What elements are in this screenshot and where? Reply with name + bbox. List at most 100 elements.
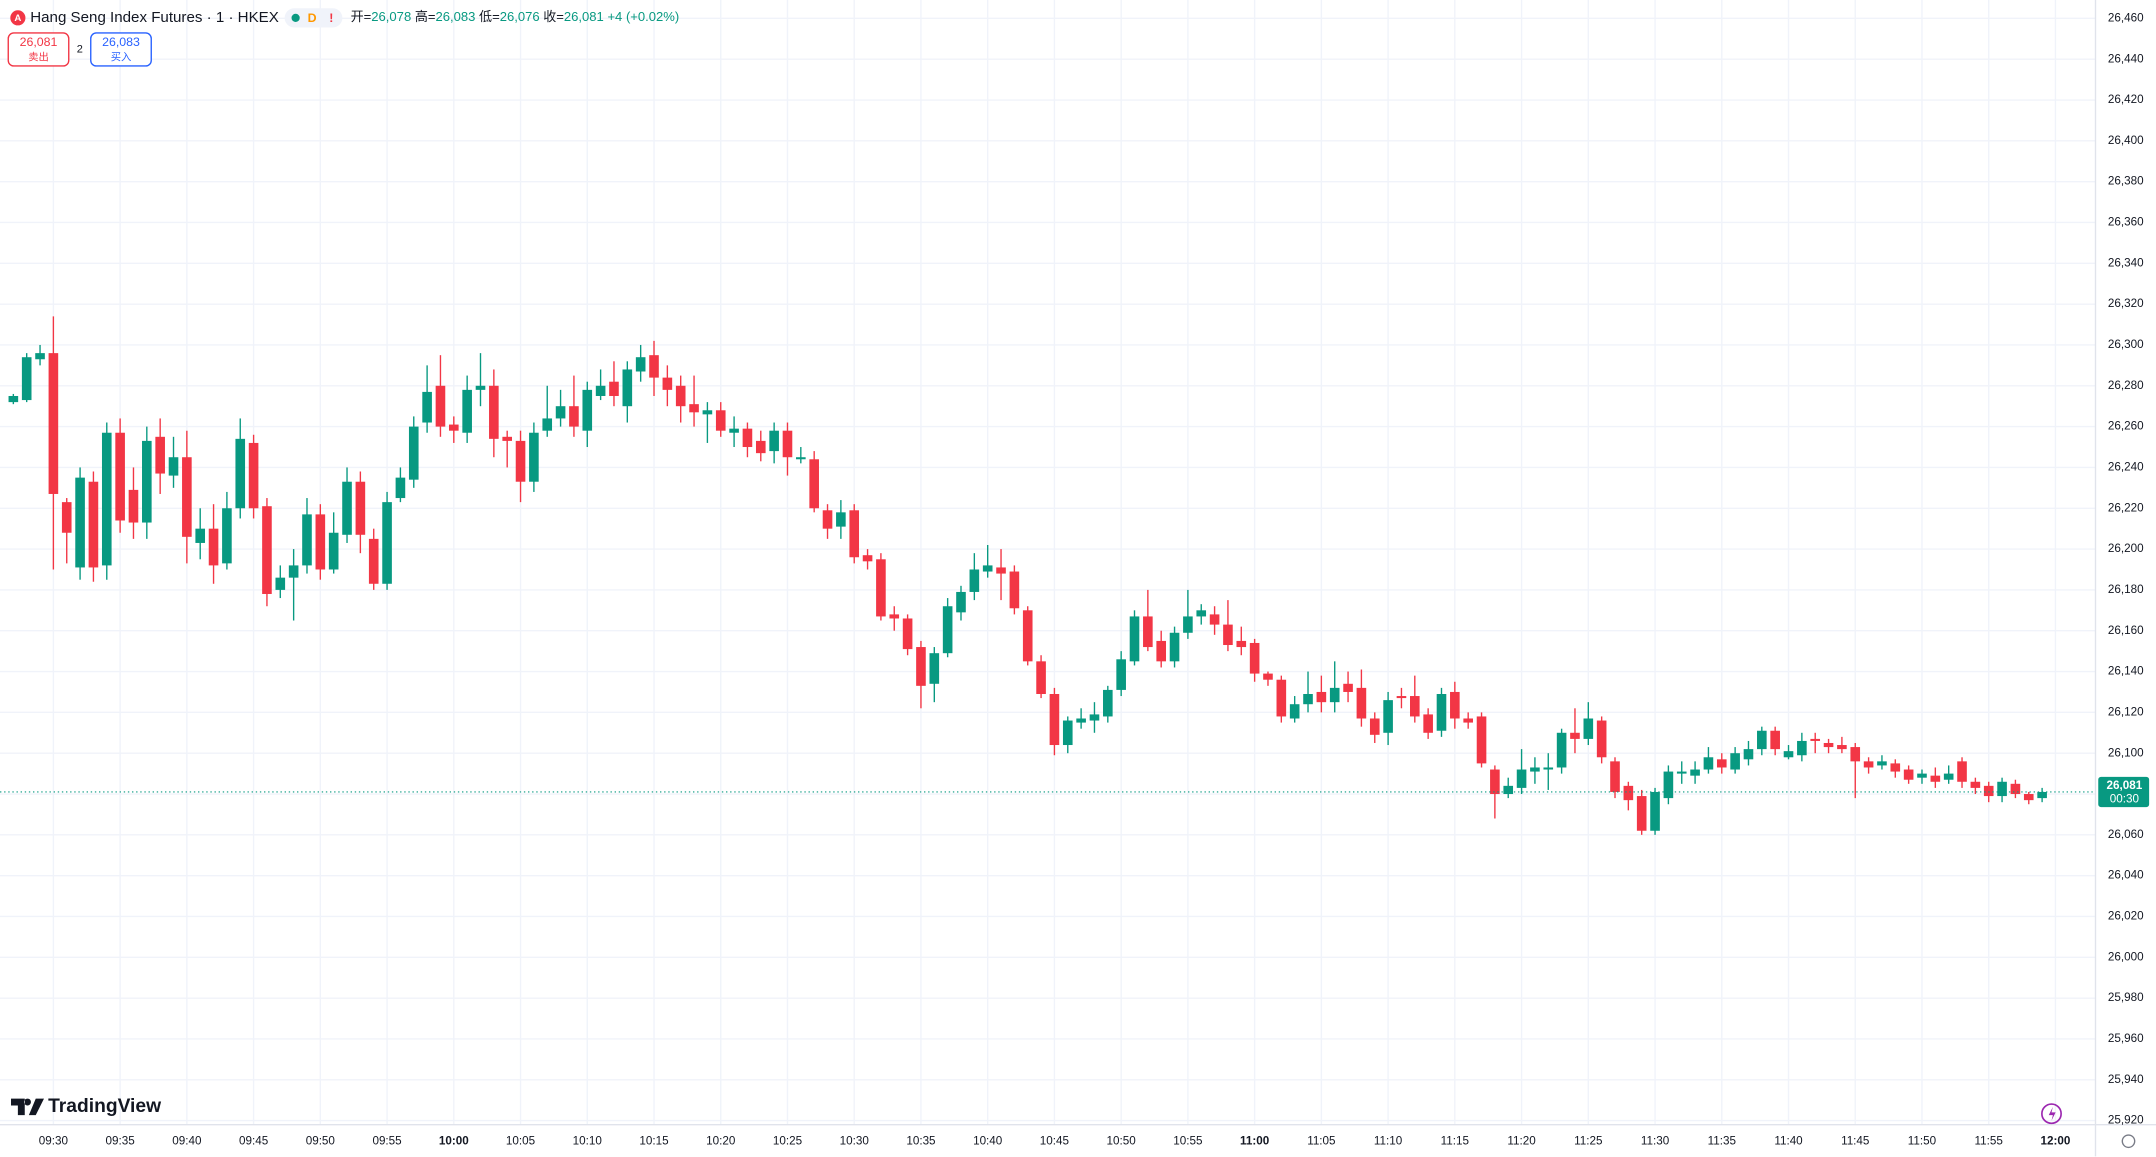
sell-button[interactable] [7, 32, 70, 67]
candles [0, 316, 2096, 835]
y-tick-label: 26,400 [2108, 134, 2144, 147]
market-status-dot [291, 13, 300, 22]
candle-body [622, 369, 633, 407]
buy-button[interactable] [90, 32, 152, 67]
candle-body [382, 502, 392, 584]
candle-body [2037, 791, 2047, 799]
change: +4 (+0.02%) [607, 9, 679, 24]
candle-body [1716, 759, 1727, 768]
candle-body [996, 567, 1006, 574]
candle-body [422, 391, 432, 423]
candle-body [48, 353, 59, 494]
y-tick-label: 26,200 [2108, 542, 2144, 555]
warning-badge: ! [329, 11, 333, 25]
candle-body [595, 385, 606, 396]
candle-body [1556, 732, 1567, 768]
candle-body [75, 477, 85, 568]
y-tick-label: 26,000 [2108, 950, 2144, 963]
y-tick-label: 26,220 [2108, 501, 2144, 514]
candle-body [1810, 738, 1821, 741]
x-tick-label: 11:15 [1441, 1134, 1469, 1147]
x-tick-label: 11:40 [1774, 1134, 1803, 1147]
candle-body [689, 404, 699, 413]
x-tick-label: 10:55 [1173, 1134, 1202, 1147]
candle-body [208, 528, 219, 566]
buy-label: 买入 [111, 51, 132, 63]
ohlc-value: 26,081 [564, 9, 604, 24]
y-tick-label: 25,940 [2108, 1073, 2144, 1086]
candle-body [1223, 624, 1233, 646]
x-tick-label: 09:40 [172, 1134, 202, 1147]
candle-body [1369, 718, 1380, 735]
candle-body [1516, 769, 1527, 788]
logo-text: TradingView [48, 1096, 161, 1117]
candle-body [1062, 720, 1073, 746]
y-tick-label: 25,980 [2108, 991, 2144, 1004]
candle-body [222, 508, 232, 564]
candle-body [1650, 791, 1660, 831]
symbol-title: Hang Seng Index Futures · 1 · HKEX [30, 9, 279, 26]
y-tick-label: 26,180 [2108, 583, 2144, 596]
y-tick-label: 26,040 [2108, 869, 2144, 882]
candle-body [1143, 616, 1153, 648]
logo-mark [11, 1098, 44, 1116]
y-tick-label: 26,120 [2108, 705, 2144, 718]
candle-body [1076, 718, 1086, 723]
candle-body [1263, 673, 1273, 680]
candle-body [368, 538, 379, 584]
tradingview-logo[interactable]: TradingView [11, 1096, 161, 1117]
candle-body [1156, 640, 1167, 662]
candle-body [248, 442, 259, 509]
candle-body [1797, 740, 1807, 756]
last-price-label: 26,081 [2107, 779, 2143, 792]
status-badges[interactable] [284, 8, 343, 28]
candle-body [1476, 716, 1487, 764]
candle-body [475, 385, 486, 390]
ohlc-value: 26,076 [500, 9, 540, 24]
candle-body [168, 457, 179, 476]
candle-body [1116, 659, 1126, 690]
candle-body [1730, 753, 1740, 770]
candle-body [1917, 773, 1927, 778]
last-price-badge [2098, 776, 2150, 808]
candle-body [1890, 763, 1901, 772]
candle-body [1943, 773, 1954, 780]
alerts-icon [2048, 1106, 2056, 1121]
y-tick-label: 26,320 [2108, 297, 2144, 310]
candle-body [1396, 696, 1407, 699]
candle-body [1850, 747, 1861, 762]
ohlc-key: 低= [479, 9, 500, 24]
candle-body [61, 502, 72, 533]
alerts-button[interactable] [2041, 1103, 2062, 1125]
candle-body [1209, 614, 1220, 625]
candle-body [1970, 781, 1981, 788]
y-tick-label: 26,060 [2108, 828, 2144, 841]
settings-button[interactable] [2121, 1134, 2136, 1149]
y-tick-label: 26,100 [2108, 746, 2144, 759]
symbol-icon [10, 10, 26, 26]
candle-body [355, 481, 366, 535]
x-tick-label: 10:50 [1107, 1134, 1137, 1147]
candle-body [1423, 714, 1433, 733]
candle-body [1543, 767, 1554, 770]
candle-body [1623, 785, 1634, 801]
x-tick-label: 11:20 [1507, 1134, 1536, 1147]
x-tick-label: 10:05 [506, 1134, 535, 1147]
candle-body [1169, 632, 1180, 662]
y-tick-label: 26,280 [2108, 379, 2144, 392]
candle-body [1196, 610, 1207, 617]
candle-body [609, 381, 619, 396]
candle-body [569, 406, 579, 427]
x-tick-label: 10:15 [639, 1134, 668, 1147]
x-tick-label: 11:45 [1841, 1134, 1869, 1147]
candle-body [902, 618, 913, 650]
candle-body [8, 395, 19, 403]
candle-body [1249, 642, 1260, 674]
candle-body [1183, 616, 1193, 633]
candle-body [302, 514, 312, 566]
x-tick-label: 11:05 [1307, 1134, 1335, 1147]
candle-body [502, 436, 512, 441]
y-tick-label: 26,160 [2108, 624, 2144, 637]
